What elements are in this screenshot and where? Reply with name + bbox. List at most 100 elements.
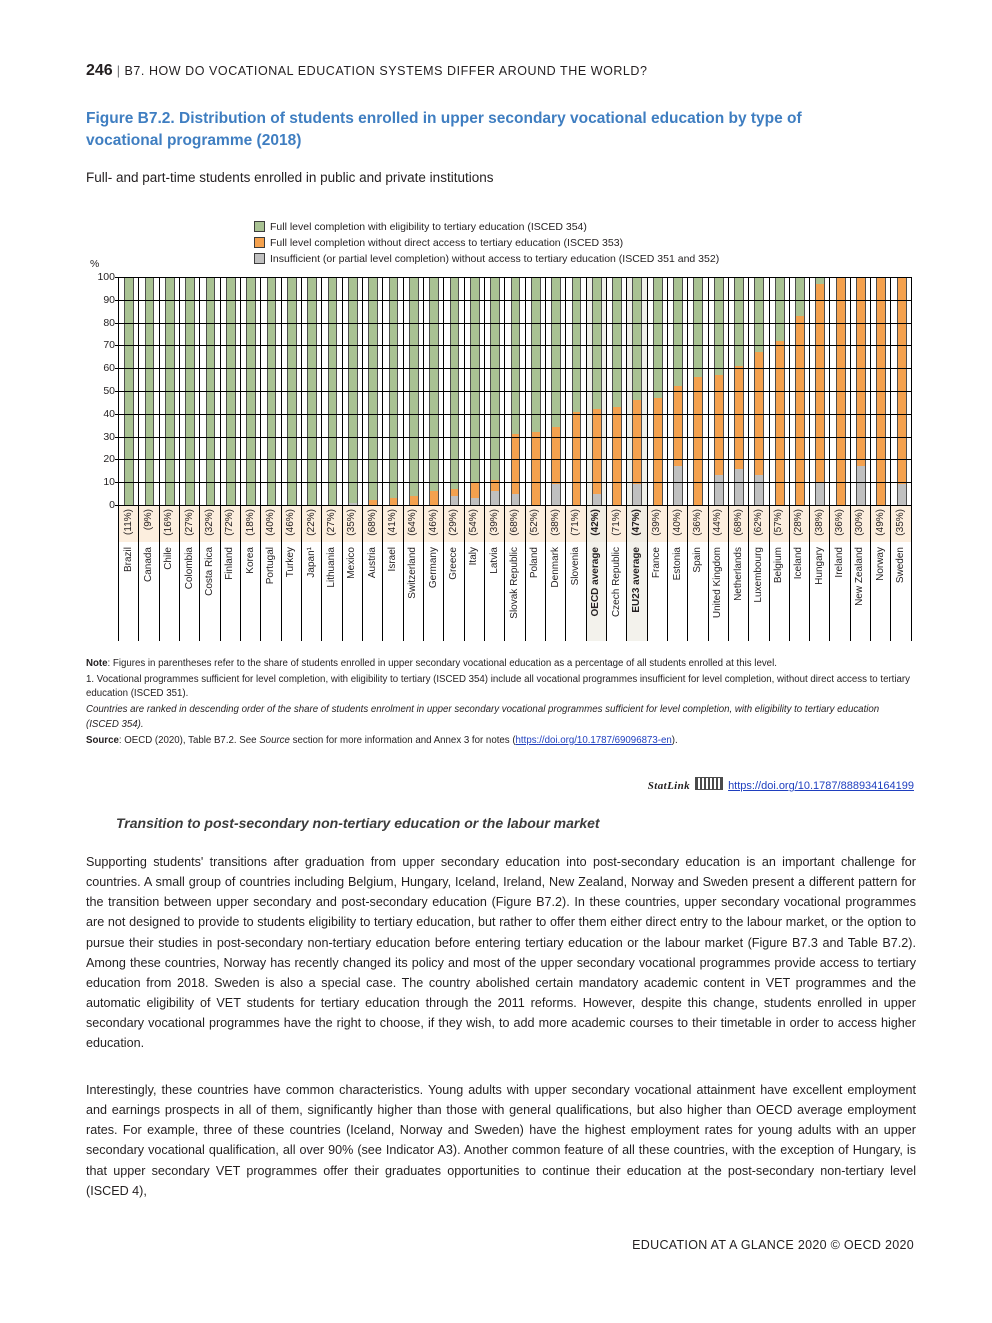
bar-segment-isced354 <box>490 277 500 480</box>
x-axis-cell: (46%) Germany <box>423 506 445 641</box>
share-label: (29%) <box>447 509 459 536</box>
country-label: Poland <box>529 547 541 579</box>
x-axis-cell: (68%) Austria <box>362 506 384 641</box>
share-band <box>119 506 139 542</box>
share-label: (27%) <box>183 509 195 536</box>
bar-segment-isced353 <box>673 386 683 467</box>
bar-segment-isced351_352 <box>347 502 358 505</box>
x-axis-cell: (52%) Poland <box>525 506 546 641</box>
legend-label-isced353: Full level completion without direct acc… <box>270 236 624 249</box>
stacked-bar <box>673 277 683 505</box>
share-label: (46%) <box>427 509 439 536</box>
gridline-10 <box>119 482 912 484</box>
share-label: (68%) <box>732 509 744 536</box>
country-label: Latvia <box>488 547 500 574</box>
figure-notes: Note: Figures in parentheses refer to th… <box>86 657 914 749</box>
share-label: (46%) <box>285 509 297 536</box>
country-label: Colombia <box>183 547 195 590</box>
country-label: Denmark <box>549 547 561 588</box>
y-tick-label-20: 20 <box>103 453 115 466</box>
bar-segment-isced353 <box>774 340 785 505</box>
stacked-bar <box>449 277 460 505</box>
share-band <box>484 506 505 542</box>
x-axis-cell: (72%) Finland <box>220 506 241 641</box>
x-axis-cell: (27%) Lithuania <box>322 506 343 641</box>
bar-segment-isced351_352 <box>551 484 561 505</box>
share-label: (49%) <box>874 509 886 536</box>
statlink-url[interactable]: https://doi.org/10.1787/888934164199 <box>728 780 914 792</box>
x-axis-cell: (54%) Italy <box>464 506 485 641</box>
x-axis-cell: (57%) Belgium <box>769 506 790 641</box>
bar-segment-isced351_352 <box>510 493 521 505</box>
x-axis-cell: (68%) Netherlands <box>728 506 750 641</box>
share-label: (41%) <box>386 509 398 536</box>
footnote-1: 1. Vocational programmes sufficient for … <box>86 673 910 700</box>
statlink-barcode-icon <box>695 777 724 790</box>
share-label: (71%) <box>610 509 622 536</box>
share-label: (11%) <box>122 509 134 535</box>
x-axis-cell: (64%) Switzerland <box>403 506 424 641</box>
share-band <box>606 506 627 542</box>
country-label: Netherlands <box>732 547 744 601</box>
x-axis-cell: (68%) Slovak Republic <box>505 506 526 641</box>
share-label: (44%) <box>712 509 724 536</box>
bar-segment-isced353 <box>449 489 460 496</box>
figure-title: Figure B7.2. Distribution of students en… <box>86 110 802 149</box>
gridline-100 <box>119 277 912 279</box>
bar-segment-isced353 <box>632 400 643 485</box>
bar-segment-isced353 <box>408 495 419 505</box>
bar-segment-isced353 <box>368 500 378 505</box>
bar-segment-isced353 <box>571 411 582 505</box>
legend-item-isced353: Full level completion without direct acc… <box>254 235 719 250</box>
x-axis-cell: (32%) Costa Rica <box>200 506 221 641</box>
share-band <box>667 506 688 542</box>
share-label: (40%) <box>264 509 276 536</box>
share-label: (16%) <box>163 509 175 536</box>
y-tick-mark-40 <box>115 413 119 415</box>
share-band <box>159 506 179 542</box>
x-axis-cell: (40%) Portugal <box>261 506 282 641</box>
source-line: Source: OECD (2020), Table B7.2. See Sou… <box>86 734 678 746</box>
share-band <box>322 506 342 542</box>
statlink-row: StatLink https://doi.org/10.1787/88893416… <box>86 777 914 792</box>
x-axis-cell: (49%) Norway <box>871 506 892 641</box>
page-footer: EDUCATION AT A GLANCE 2020 © OECD 2020 <box>632 1238 914 1252</box>
country-label: Estonia <box>671 547 683 581</box>
ranking-note: Countries are ranked in descending order… <box>86 704 880 730</box>
bar-segment-isced354 <box>713 277 724 376</box>
x-axis-cell: (47%) EU23 average <box>627 506 648 641</box>
share-band <box>200 506 220 542</box>
gridline-50 <box>119 391 912 392</box>
x-axis-cell: (30%) New Zealand <box>850 506 872 641</box>
share-label: (35%) <box>895 509 907 536</box>
x-axis-cell: (36%) Spain <box>688 506 709 641</box>
share-band <box>728 506 749 542</box>
share-label: (39%) <box>651 509 663 536</box>
bar-segment-isced353 <box>795 315 805 505</box>
bar-segment-isced354 <box>469 277 480 483</box>
share-band <box>627 506 647 542</box>
x-axis-cell: (29%) Greece <box>444 506 465 641</box>
share-band <box>301 506 322 542</box>
bar-segment-isced351_352 <box>673 466 683 505</box>
x-axis-cell: (36%) Ireland <box>830 506 851 641</box>
share-label: (54%) <box>468 509 480 536</box>
bar-segment-isced353 <box>530 432 541 505</box>
country-label: Korea <box>244 547 256 574</box>
country-label: Norway <box>874 547 886 581</box>
country-label: Japan¹ <box>305 547 317 578</box>
country-label: Finland <box>224 547 236 580</box>
y-tick-label-60: 60 <box>103 362 115 375</box>
section-subheading: Transition to post-secondary non-tertiar… <box>116 815 600 831</box>
bar-segment-isced354 <box>734 277 744 366</box>
y-tick-mark-60 <box>115 368 119 370</box>
share-band <box>240 506 261 542</box>
bar-segment-isced351_352 <box>591 493 602 505</box>
country-label: Spain <box>691 547 703 573</box>
bar-segment-isced354 <box>612 277 622 407</box>
y-tick-mark-20 <box>115 459 119 461</box>
source-doi-link[interactable]: https://doi.org/10.1787/69096873-en <box>515 734 672 746</box>
figure-subtitle: Full- and part-time students enrolled in… <box>86 170 494 185</box>
x-axis-cell: (62%) Luxembourg <box>749 506 770 641</box>
